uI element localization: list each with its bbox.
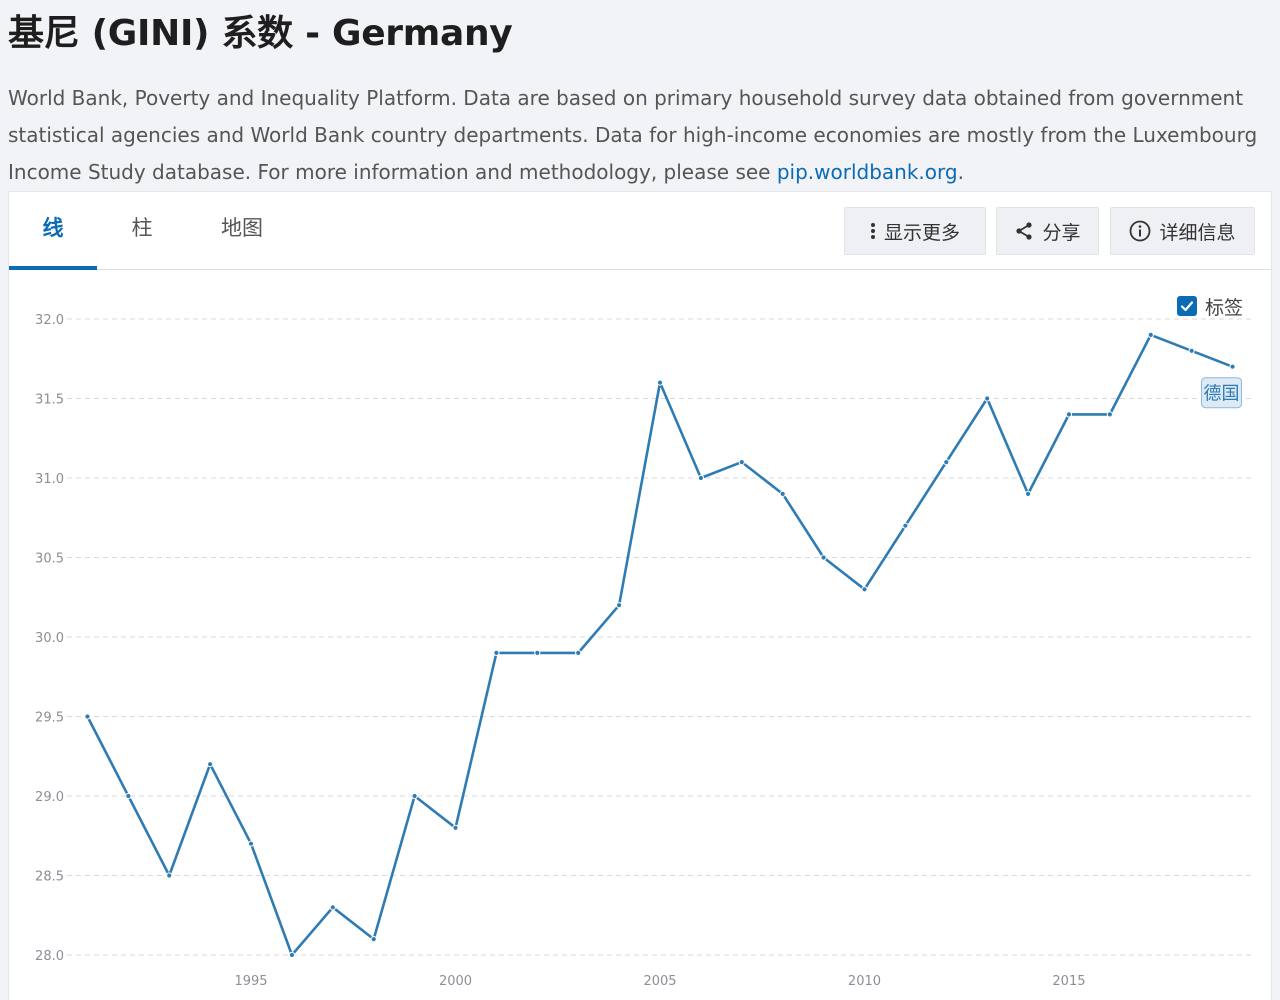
data-point xyxy=(779,490,786,497)
chart-tabs: 线 柱 地图 显示更多 分享 xyxy=(9,192,1271,270)
series-label-box xyxy=(1201,377,1243,409)
x-tick-label: 2015 xyxy=(1052,974,1085,989)
legend-label: 标签 xyxy=(1205,296,1244,319)
line-chart: 28.0 28.5 29.0 29.5 30.0 30.5 31.0 31.5 32.0 1995… xyxy=(35,313,1253,989)
x-tick-label: 1995 xyxy=(234,974,267,989)
data-point xyxy=(1147,331,1154,338)
data-point xyxy=(1024,490,1032,497)
data-point xyxy=(166,872,173,879)
details-label: 详细信息 xyxy=(1159,221,1236,244)
y-tick-label: 31.5 xyxy=(35,393,64,408)
y-tick-label: 28.0 xyxy=(35,949,64,964)
share-label: 分享 xyxy=(1042,221,1081,244)
data-point xyxy=(616,602,623,609)
series-label: 德国 xyxy=(1204,384,1240,405)
data-point xyxy=(697,474,704,482)
show-more-label: 显示更多 xyxy=(883,221,960,244)
data-point xyxy=(1188,347,1195,354)
details-button[interactable]: 详细信息 xyxy=(1110,207,1255,255)
data-point xyxy=(288,951,296,959)
checkmark-icon xyxy=(1180,301,1194,312)
active-tab-indicator xyxy=(9,266,97,270)
data-point xyxy=(656,379,664,386)
data-point xyxy=(738,459,745,466)
y-tick-label: 29.5 xyxy=(35,711,64,726)
data-point xyxy=(984,395,991,402)
x-tick-label: 2000 xyxy=(439,974,472,989)
page-title: 基尼 (GINI) 系数 - Germany xyxy=(8,13,513,54)
data-point xyxy=(1106,411,1113,418)
data-point xyxy=(902,522,909,529)
info-icon xyxy=(1130,220,1151,242)
data-point xyxy=(125,792,132,800)
y-tick-label: 28.5 xyxy=(35,870,64,885)
y-tick-label: 29.0 xyxy=(35,790,64,805)
data-point xyxy=(534,649,541,656)
data-point xyxy=(452,824,459,831)
data-point xyxy=(370,936,377,943)
y-tick-label: 32.0 xyxy=(35,313,64,328)
data-point xyxy=(1065,411,1073,418)
data-point xyxy=(247,840,255,847)
share-icon xyxy=(1016,222,1033,240)
label-checkbox[interactable] xyxy=(1177,296,1197,316)
data-point xyxy=(493,649,500,656)
source-link[interactable]: pip.worldbank.org xyxy=(776,160,958,184)
data-point xyxy=(207,761,214,768)
more-vertical-icon xyxy=(870,223,875,239)
y-tick-label: 31.0 xyxy=(35,472,64,487)
description-text: World Bank, Poverty and Inequality Platf… xyxy=(8,86,1258,184)
data-point xyxy=(329,904,336,911)
data-point xyxy=(820,554,827,561)
y-tick-label: 30.0 xyxy=(35,631,64,646)
y-tick-label: 30.5 xyxy=(35,552,64,567)
data-point xyxy=(84,713,91,720)
data-point xyxy=(943,459,950,466)
data-point xyxy=(411,792,418,800)
data-point xyxy=(861,586,868,593)
data-point xyxy=(1229,363,1236,370)
tab-bar[interactable]: 柱 xyxy=(131,216,153,240)
tab-map[interactable]: 地图 xyxy=(221,216,263,240)
x-tick-label: 2010 xyxy=(848,974,881,989)
legend-toggle[interactable]: 标签 xyxy=(1177,292,1243,320)
data-point xyxy=(575,649,582,656)
chart-card: 线 柱 地图 显示更多 分享 xyxy=(8,191,1272,1000)
description-end: . xyxy=(957,160,964,184)
show-more-button[interactable]: 显示更多 xyxy=(844,207,986,255)
page-description: World Bank, Poverty and Inequality Platf… xyxy=(8,80,1258,191)
share-button[interactable]: 分享 xyxy=(996,207,1099,255)
series-line xyxy=(86,333,1234,957)
x-tick-label: 2005 xyxy=(643,974,676,989)
tab-line[interactable]: 线 xyxy=(42,216,64,240)
